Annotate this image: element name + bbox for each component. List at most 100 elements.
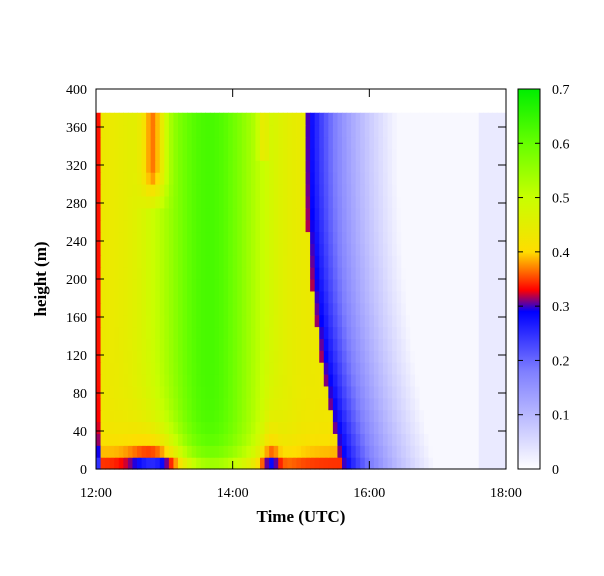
heatmap-cell [396,219,402,233]
heatmap-cell [451,279,457,292]
heatmap-cell [291,195,298,209]
heatmap-cell [346,172,352,185]
heatmap-cell [250,362,257,375]
heatmap-cell [369,279,375,292]
heatmap-cell [264,374,270,387]
heatmap-cell [405,243,411,256]
heatmap-cell [228,457,234,470]
heatmap-cell [260,160,266,173]
heatmap-cell [205,374,211,387]
heatmap-cell [159,445,165,458]
heatmap-cell [346,421,352,434]
heatmap-cell [332,314,339,328]
heatmap-cell [168,421,175,434]
heatmap-cell [291,421,298,434]
heatmap-cell [269,124,275,138]
heatmap-cell [419,124,425,138]
heatmap-cell [492,457,498,470]
heatmap-cell [342,445,348,458]
heatmap-cell [405,184,411,197]
heatmap-cell [369,445,375,458]
heatmap-cell [451,160,457,173]
heatmap-cell [191,267,197,280]
heatmap-cell [223,302,229,316]
heatmap-cell [191,195,197,209]
heatmap-cell [219,445,225,458]
heatmap-cell [342,184,348,197]
heatmap-cell [132,445,138,458]
heatmap-cell [383,421,389,434]
heatmap-cell [168,350,175,363]
heatmap-cell [483,184,489,197]
heatmap-cell [469,172,475,185]
heatmap-cell [132,397,138,411]
heatmap-cell [342,219,348,233]
heatmap-cell [346,457,352,470]
heatmap-cell [483,207,489,221]
heatmap-cell [460,314,466,328]
heatmap-cell [228,385,234,399]
heatmap-cell [437,160,443,173]
heatmap-cell [419,409,425,423]
heatmap-cell [264,219,270,233]
heatmap-cell [419,385,425,399]
heatmap-cell [96,350,102,363]
heatmap-cell [419,136,425,149]
heatmap-cell [200,219,206,233]
heatmap-cell [205,350,211,363]
heatmap-cell [460,136,466,149]
heatmap-cell [296,433,302,446]
heatmap-cell [228,421,234,434]
heatmap-cell [424,350,430,363]
heatmap-cell [355,136,361,149]
heatmap-cell [378,207,384,221]
heatmap-cell [191,433,197,446]
heatmap-cell [433,243,439,256]
heatmap-cell [255,421,261,434]
heatmap-cell [492,279,498,292]
heatmap-cell [455,421,462,434]
heatmap-cell [223,160,229,173]
heatmap-cell [200,184,206,197]
heatmap-cell [223,243,229,256]
heatmap-cell [260,112,266,126]
heatmap-cell [451,172,457,185]
heatmap-cell [469,362,475,375]
heatmap-cell [373,267,380,280]
heatmap-cell [118,290,124,304]
heatmap-cell [433,374,439,387]
heatmap-cell [250,409,257,423]
heatmap-cell [241,362,247,375]
heatmap-cell [355,362,361,375]
heatmap-cell [460,326,466,339]
heatmap-cell [487,457,493,470]
heatmap-cell [127,231,134,244]
heatmap-cell [291,338,298,351]
heatmap-cell [105,219,111,233]
heatmap-cell [168,385,175,399]
heatmap-cell [96,409,102,423]
heatmap-cell [446,338,452,351]
heatmap-cell [132,243,138,256]
heatmap-cell [219,231,225,244]
heatmap-cell [410,172,416,185]
heatmap-cell [291,350,298,363]
heatmap-cell [492,184,498,197]
heatmap-cell [287,445,293,458]
heatmap-cell [200,290,206,304]
heatmap-cell [364,124,370,138]
heatmap-cell [137,385,143,399]
heatmap-cell [182,421,188,434]
heatmap-cell [168,195,175,209]
heatmap-cell [241,184,247,197]
heatmap-cell [483,326,489,339]
heatmap-cell [410,136,416,149]
heatmap-cell [96,385,102,399]
heatmap-cell [209,160,216,173]
heatmap-cell [414,195,421,209]
heatmap-cell [373,172,380,185]
heatmap-cell [351,172,357,185]
heatmap-cell [255,160,261,173]
heatmap-cell [287,267,293,280]
